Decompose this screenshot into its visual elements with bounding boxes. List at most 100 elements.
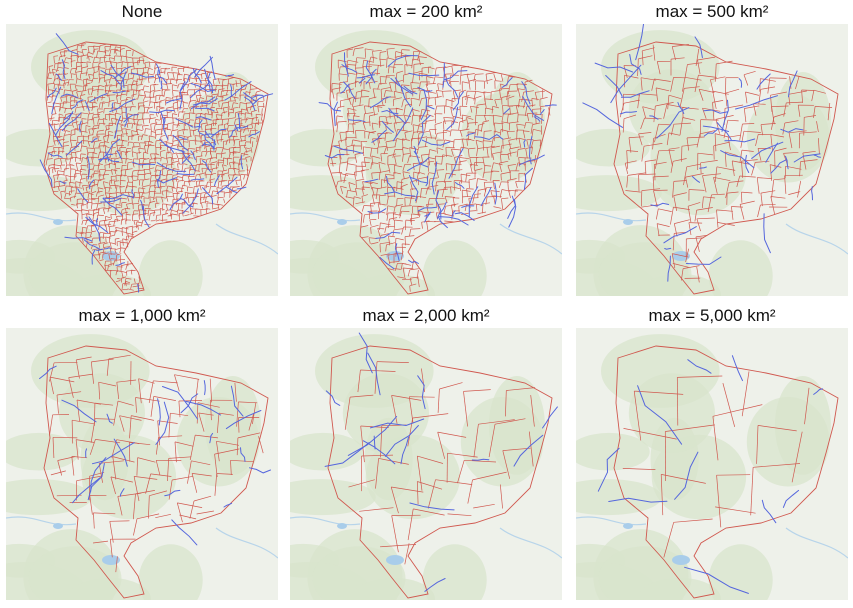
basemap-river (290, 516, 361, 526)
boundary-segment (526, 139, 529, 147)
boundary-segment (211, 93, 219, 96)
river-segment (109, 98, 136, 113)
boundary-segment (500, 129, 509, 132)
boundary-segment (365, 48, 374, 51)
boundary-segment (361, 186, 370, 188)
boundary-segment (516, 123, 525, 126)
boundary-segment (121, 151, 129, 154)
boundary-segment (425, 84, 429, 92)
boundary-segment (652, 176, 655, 191)
boundary-segment (93, 67, 95, 74)
boundary-segment (65, 159, 68, 165)
boundary-segment (98, 382, 101, 400)
forest-area (6, 175, 92, 212)
boundary-segment (760, 86, 776, 90)
boundary-segment (352, 123, 355, 134)
boundary-segment (153, 186, 156, 194)
boundary-segment (148, 77, 156, 79)
boundary-segment (403, 152, 411, 155)
boundary-segment (108, 253, 111, 260)
boundary-segment (507, 131, 509, 139)
boundary-segment (653, 105, 656, 123)
boundary-segment (71, 60, 76, 62)
boundary-segment (130, 84, 133, 91)
river-segment (381, 120, 394, 133)
river-segment (209, 432, 214, 444)
boundary-segment (434, 96, 442, 98)
boundary-segment (816, 121, 819, 133)
boundary-segment (89, 231, 93, 237)
boundary-segment (110, 242, 116, 245)
boundary-segment (104, 69, 107, 76)
boundary-segment (380, 153, 383, 162)
river-segment (386, 175, 395, 193)
boundary-segment (377, 146, 387, 148)
boundary-segment (168, 413, 171, 438)
boundary-segment (105, 236, 107, 243)
river-segment (243, 96, 256, 111)
boundary-segment (108, 90, 116, 92)
forest-area (315, 334, 434, 408)
boundary-segment (506, 91, 509, 101)
boundary-segment (215, 95, 218, 102)
boundary-segment (104, 165, 106, 172)
boundary-segment (98, 243, 101, 248)
boundary-segment (115, 254, 118, 262)
boundary-segment (402, 171, 410, 174)
catchment-boundaries (329, 47, 551, 292)
river-segment (471, 458, 490, 461)
boundary-segment (499, 160, 509, 164)
boundary-segment (73, 193, 77, 199)
boundary-segment (221, 148, 224, 154)
river-segment (371, 129, 387, 143)
boundary-segment (69, 164, 72, 170)
boundary-segment (347, 123, 349, 133)
boundary-segment (177, 74, 183, 76)
river-segment (85, 101, 90, 111)
boundary-segment (712, 404, 763, 417)
boundary-segment (464, 459, 497, 463)
boundary-segment (53, 79, 55, 84)
river-segment (229, 129, 234, 138)
boundary-segment (252, 117, 259, 119)
boundary-segment (410, 82, 412, 90)
boundary-segment (753, 103, 757, 116)
river-segment (130, 72, 155, 78)
boundary-segment (695, 235, 708, 238)
river-segment (438, 216, 469, 226)
boundary-segment (115, 83, 118, 88)
region-outline (613, 345, 839, 599)
boundary-segment (115, 185, 118, 193)
boundary-segment (387, 57, 395, 60)
boundary-segment (381, 98, 384, 106)
boundary-segment (102, 247, 105, 254)
boundary-segment (230, 189, 237, 192)
boundary-segment (369, 181, 378, 185)
boundary-segment (94, 56, 101, 59)
river-segment (442, 62, 445, 88)
boundary-segment (671, 253, 676, 269)
boundary-segment (460, 128, 470, 131)
river-segment (384, 191, 415, 197)
boundary-segment (508, 189, 518, 192)
river-segment (176, 173, 195, 176)
boundary-segment (194, 174, 197, 181)
boundary-segment (769, 77, 787, 79)
boundary-segment (191, 473, 198, 493)
boundary-segment (106, 134, 110, 142)
boundary-segment (716, 475, 722, 528)
river-segment (140, 199, 143, 210)
boundary-segment (109, 113, 116, 116)
boundary-segment (147, 78, 150, 84)
boundary-segment (485, 72, 497, 75)
boundary-segment (212, 167, 219, 169)
boundary-segment (138, 378, 155, 384)
boundary-segment (444, 220, 454, 223)
boundary-segment (109, 202, 114, 205)
boundary-segment (233, 151, 240, 153)
forest-area (708, 544, 773, 600)
boundary-segment (194, 135, 197, 141)
boundary-segment (528, 431, 534, 467)
boundary-segment (97, 119, 99, 125)
boundary-segment (126, 56, 128, 63)
